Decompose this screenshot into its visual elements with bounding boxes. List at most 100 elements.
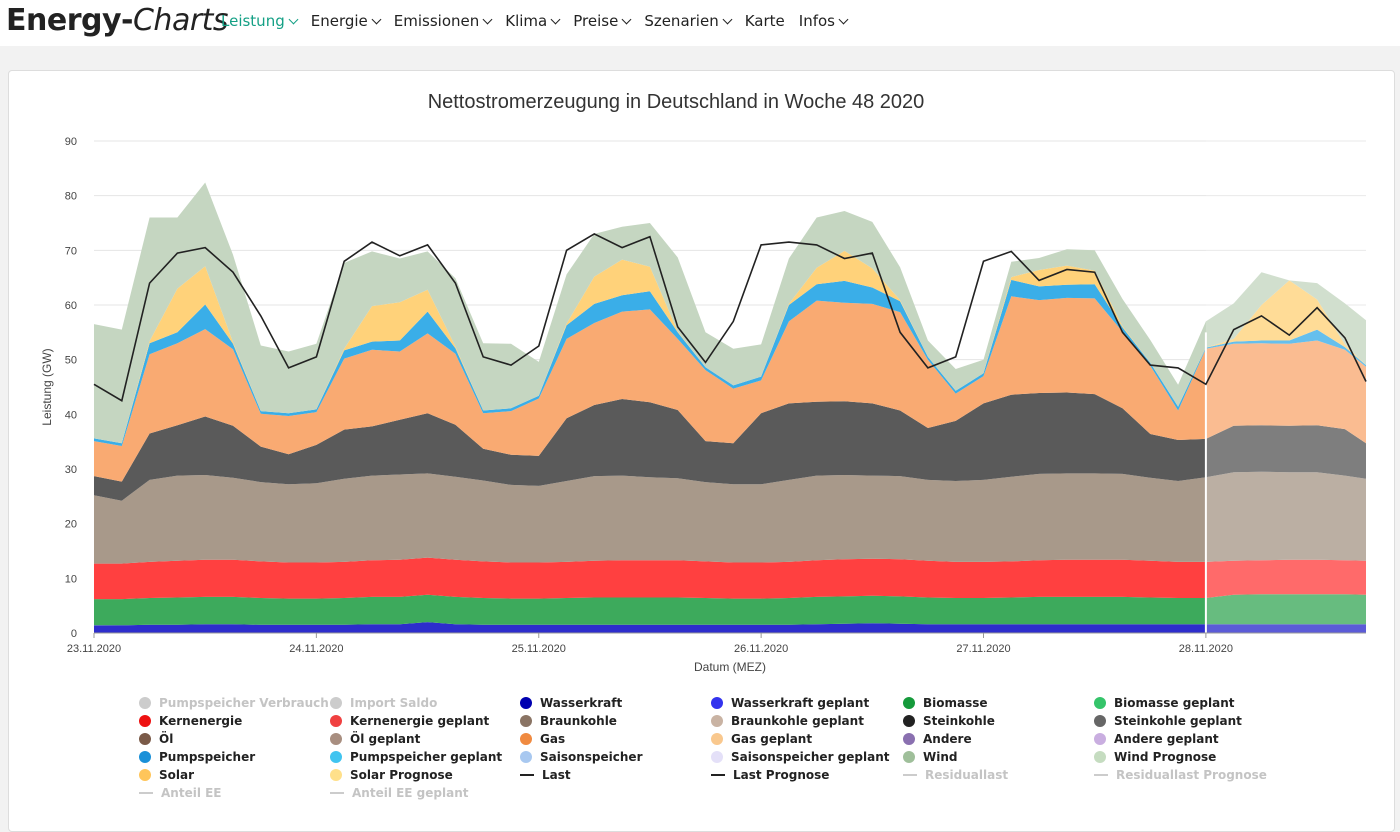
main-nav: Leistung Energie Emissionen Klima Preise Szen… (214, 12, 854, 30)
area-biomasse[interactable] (94, 594, 1366, 626)
x-tick-label: 26.11.2020 (734, 643, 788, 655)
legend-item-pumpspeicher-verbrauch[interactable]: Pumpspeicher Verbrauch (139, 696, 329, 710)
legend-label: Anteil EE geplant (352, 786, 469, 800)
legend-dot-icon (330, 769, 342, 781)
legend-label: Gas geplant (731, 732, 813, 746)
legend-item-steinkohle-geplant[interactable]: Steinkohle geplant (1094, 714, 1242, 728)
legend-label: Steinkohle (923, 714, 995, 728)
legend-item-last[interactable]: Last (520, 768, 571, 782)
legend-item-öl[interactable]: Öl (139, 732, 173, 746)
area-wind[interactable] (94, 182, 1366, 444)
legend-label: Kernenergie geplant (350, 714, 490, 728)
legend-item-wind[interactable]: Wind (903, 750, 957, 764)
legend-item-wasserkraft[interactable]: Wasserkraft (520, 696, 622, 710)
area-solar[interactable] (94, 250, 1366, 444)
legend-item-gas[interactable]: Gas (520, 732, 565, 746)
nav-item-karte[interactable]: Karte (745, 12, 785, 30)
area-wasserkraft[interactable] (94, 622, 1366, 633)
top-navbar: Energy-Charts Leistung Energie Emissionen K… (0, 0, 1400, 46)
legend-item-residuallast-prognose[interactable]: Residuallast Prognose (1094, 768, 1267, 782)
legend-label: Last Prognose (733, 768, 830, 782)
legend-label: Last (542, 768, 571, 782)
nav-item-emissionen[interactable]: Emissionen (394, 12, 493, 30)
y-tick-label: 10 (65, 573, 77, 585)
legend-dot-icon (711, 733, 723, 745)
legend-label: Residuallast Prognose (1116, 768, 1267, 782)
legend-label: Biomasse (923, 696, 988, 710)
legend-item-import-saldo[interactable]: Import Saldo (330, 696, 437, 710)
nav-item-szenarien[interactable]: Szenarien (644, 12, 733, 30)
legend-label: Gas (540, 732, 566, 746)
legend-dot-icon (903, 715, 915, 727)
legend-dot-icon (520, 697, 532, 709)
legend-label: Solar Prognose (350, 768, 453, 782)
legend-item-anteil-ee-geplant[interactable]: Anteil EE geplant (330, 786, 469, 800)
nav-item-label: Karte (744, 12, 785, 30)
legend-item-pumpspeicher[interactable]: Pumpspeicher (139, 750, 255, 764)
legend-dot-icon (711, 697, 723, 709)
legend-label: Import Saldo (350, 696, 438, 710)
legend-label: Residuallast (925, 768, 1009, 782)
nav-item-leistung[interactable]: Leistung (221, 12, 299, 30)
legend-item-braunkohle-geplant[interactable]: Braunkohle geplant (711, 714, 864, 728)
legend-dot-icon (520, 715, 532, 727)
legend-item-braunkohle[interactable]: Braunkohle (520, 714, 617, 728)
legend-line-icon (1094, 774, 1108, 776)
legend-label: Kernenergie (159, 714, 243, 728)
legend-item-andere-geplant[interactable]: Andere geplant (1094, 732, 1219, 746)
nav-item-label: Leistung (221, 12, 285, 30)
nav-item-energie[interactable]: Energie (311, 12, 382, 30)
chart-title: Nettostromerzeugung in Deutschland in Wo… (428, 91, 925, 113)
legend-label: Solar (159, 768, 195, 782)
legend-label: Öl geplant (350, 732, 421, 746)
area-steinkohle[interactable] (94, 392, 1366, 501)
legend-item-biomasse[interactable]: Biomasse (903, 696, 988, 710)
legend-item-steinkohle[interactable]: Steinkohle (903, 714, 995, 728)
y-tick-label: 80 (65, 191, 77, 203)
nav-item-label: Szenarien (644, 12, 719, 30)
legend-label: Wind (923, 750, 958, 764)
legend-item-saisonspeicher-geplant[interactable]: Saisonspeicher geplant (711, 750, 889, 764)
y-tick-label: 50 (65, 355, 77, 367)
legend-item-pumpspeicher-geplant[interactable]: Pumpspeicher geplant (330, 750, 502, 764)
y-tick-label: 40 (65, 409, 77, 421)
legend-dot-icon (330, 733, 342, 745)
legend-label: Pumpspeicher (159, 750, 256, 764)
nav-item-preise[interactable]: Preise (573, 12, 632, 30)
legend-item-anteil-ee[interactable]: Anteil EE (139, 786, 222, 800)
area-braunkohle[interactable] (94, 471, 1366, 564)
legend-label: Pumpspeicher geplant (350, 750, 503, 764)
legend-label: Wasserkraft (540, 696, 623, 710)
legend-dot-icon (139, 715, 151, 727)
legend-item-solar[interactable]: Solar (139, 768, 194, 782)
nav-item-infos[interactable]: Infos (799, 12, 849, 30)
nav-item-klima[interactable]: Klima (505, 12, 561, 30)
legend-item-solar-prognose[interactable]: Solar Prognose (330, 768, 453, 782)
nav-item-label: Preise (573, 12, 619, 30)
line-last[interactable] (93, 232, 1367, 402)
x-tick-label: 27.11.2020 (956, 643, 1010, 655)
legend-line-icon (520, 774, 534, 776)
legend-item-wasserkraft-geplant[interactable]: Wasserkraft geplant (711, 696, 869, 710)
legend-item-biomasse-geplant[interactable]: Biomasse geplant (1094, 696, 1235, 710)
y-tick-label: 70 (65, 245, 77, 257)
legend-item-öl-geplant[interactable]: Öl geplant (330, 732, 420, 746)
brand-italic: Charts (132, 3, 229, 38)
area-gas[interactable] (94, 296, 1366, 482)
legend-item-gas-geplant[interactable]: Gas geplant (711, 732, 812, 746)
legend-item-last-prognose[interactable]: Last Prognose (711, 768, 829, 782)
legend-item-kernenergie[interactable]: Kernenergie (139, 714, 242, 728)
brand-bold: Energy- (6, 3, 133, 38)
nav-item-label: Klima (505, 12, 548, 30)
legend-label: Andere geplant (1114, 732, 1219, 746)
legend-item-residuallast[interactable]: Residuallast (903, 768, 1008, 782)
legend-line-icon (711, 774, 725, 776)
legend-item-saisonspeicher[interactable]: Saisonspeicher (520, 750, 642, 764)
brand-logo[interactable]: Energy-Charts (6, 2, 229, 40)
legend-item-andere[interactable]: Andere (903, 732, 972, 746)
legend-item-kernenergie-geplant[interactable]: Kernenergie geplant (330, 714, 489, 728)
legend-item-wind-prognose[interactable]: Wind Prognose (1094, 750, 1216, 764)
legend-label: Biomasse geplant (1114, 696, 1235, 710)
y-tick-label: 30 (65, 464, 77, 476)
area-kernenergie[interactable] (94, 557, 1366, 600)
